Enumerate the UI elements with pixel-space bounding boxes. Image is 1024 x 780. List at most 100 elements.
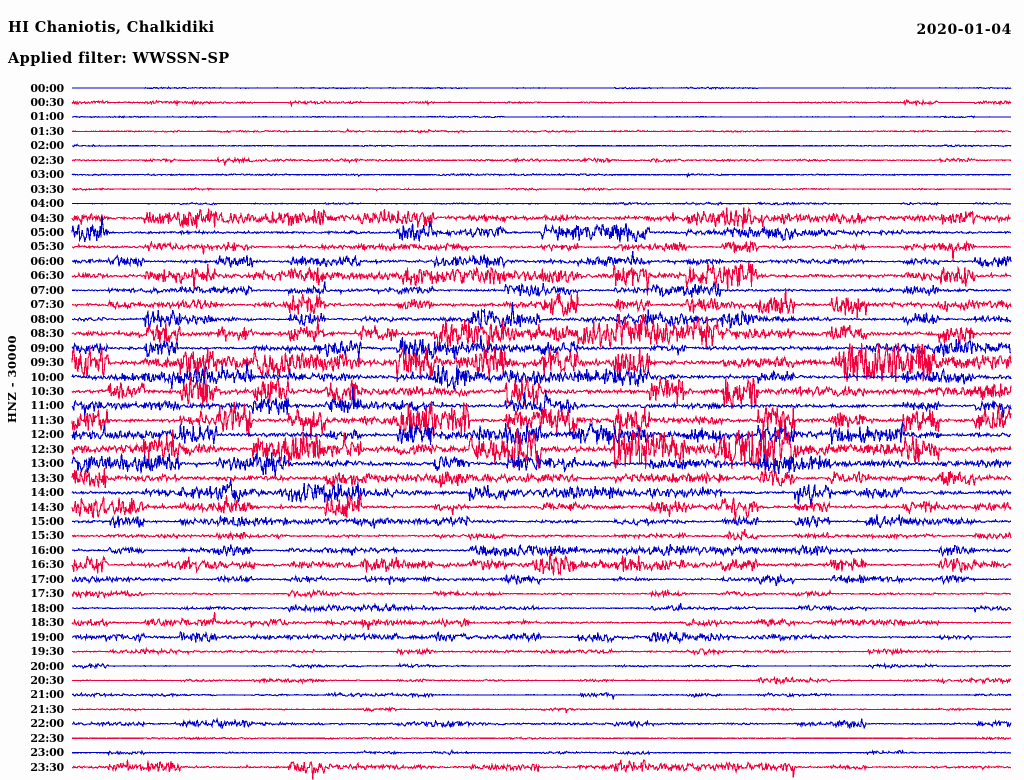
time-label: 03:00 (30, 168, 64, 182)
page-title: HI Chaniotis, Chalkidiki (8, 19, 215, 36)
seismic-trace (71, 206, 1012, 230)
time-label: 12:00 (30, 428, 64, 442)
time-label: 22:30 (30, 731, 64, 745)
time-label: 15:00 (30, 515, 64, 528)
time-label: 14:30 (30, 500, 64, 514)
time-label: 13:30 (30, 471, 64, 485)
seismic-trace (71, 630, 1012, 645)
time-label: 18:30 (30, 616, 64, 630)
seismic-trace (71, 429, 1012, 469)
seismic-trace (71, 736, 1012, 741)
applied-filter-label: Applied filter: WWSSN-SP (8, 50, 230, 67)
seismic-trace (71, 342, 1012, 383)
seismic-trace (71, 662, 1012, 670)
seismic-trace (71, 156, 1012, 166)
seismic-trace (71, 691, 1012, 700)
record-date: 2020-01-04 (916, 22, 1012, 38)
time-label: 08:00 (30, 312, 64, 326)
seismic-trace (71, 421, 1012, 446)
seismic-trace (71, 748, 1012, 756)
seismic-trace (71, 452, 1012, 477)
seismic-trace (71, 186, 1012, 192)
seismic-trace (71, 717, 1012, 730)
time-label: 20:00 (30, 659, 64, 673)
seismic-trace (71, 467, 1012, 489)
seismic-trace (71, 706, 1012, 713)
seismic-trace (71, 377, 1012, 410)
seismic-trace (71, 98, 1012, 108)
time-label: 09:30 (30, 356, 64, 370)
seismic-trace (71, 280, 1012, 298)
seismic-trace (71, 127, 1012, 134)
time-label: 21:30 (30, 702, 64, 716)
time-label: 17:30 (30, 587, 64, 601)
time-label: 17:00 (30, 572, 64, 586)
time-label: 10:30 (30, 384, 64, 398)
time-label: 20:30 (30, 673, 64, 687)
time-label: 03:30 (30, 182, 64, 196)
time-label: 07:30 (30, 298, 64, 312)
time-label: 19:00 (30, 630, 64, 644)
seismic-trace (71, 287, 1012, 318)
seismic-trace (71, 335, 1012, 366)
seismic-trace (71, 201, 1012, 207)
seismic-trace (71, 759, 1012, 780)
time-label: 01:30 (30, 124, 64, 138)
seismic-trace (71, 514, 1012, 529)
time-label: 00:00 (30, 81, 64, 95)
seismic-trace (71, 646, 1012, 656)
time-label: 13:00 (30, 457, 64, 471)
seismic-trace (71, 115, 1012, 119)
seismic-trace (71, 400, 1012, 440)
seismic-trace (71, 573, 1012, 587)
time-label: 05:30 (30, 240, 64, 254)
time-label: 02:00 (30, 139, 64, 153)
time-label: 15:30 (30, 529, 64, 543)
seismic-trace (71, 612, 1012, 631)
time-label: 18:00 (30, 601, 64, 615)
seismic-trace (71, 314, 1012, 354)
seismic-trace (71, 86, 1012, 90)
time-label: 04:00 (30, 197, 64, 211)
seismic-trace (71, 215, 1012, 243)
seismic-trace (71, 676, 1012, 685)
time-label: 08:30 (30, 327, 64, 341)
time-label: 22:00 (30, 717, 64, 731)
time-label: 14:00 (30, 486, 64, 500)
seismic-trace (71, 552, 1012, 576)
time-label: 05:00 (30, 226, 64, 239)
seismic-trace (71, 602, 1012, 614)
seismic-trace (71, 240, 1012, 262)
time-label: 02:30 (30, 153, 64, 167)
time-label: 23:00 (30, 746, 64, 760)
seismic-trace (71, 143, 1012, 148)
seismic-trace (71, 479, 1012, 509)
time-label: 04:30 (30, 211, 64, 225)
seismic-trace (71, 494, 1012, 525)
seismic-trace (71, 528, 1012, 541)
time-label: 01:00 (30, 110, 64, 124)
seismic-trace (71, 543, 1012, 558)
time-label: 23:30 (30, 760, 64, 774)
time-label: 19:30 (30, 645, 64, 659)
time-label: 11:30 (30, 413, 64, 427)
seismic-trace (71, 172, 1012, 179)
seismic-trace (71, 588, 1012, 599)
time-label: 00:30 (30, 95, 64, 109)
time-label: 06:30 (30, 269, 64, 283)
seismic-trace (71, 302, 1012, 329)
seismic-trace (71, 361, 1012, 392)
time-label: 16:30 (30, 558, 64, 572)
time-label: 12:30 (30, 442, 64, 456)
time-label: 11:00 (30, 399, 64, 413)
seismic-trace (71, 250, 1012, 269)
time-label: 16:00 (30, 543, 64, 557)
time-label: 09:00 (30, 341, 64, 355)
seismic-trace (71, 262, 1012, 296)
time-label: 21:00 (30, 688, 64, 702)
time-label: 07:00 (30, 283, 64, 297)
time-label: 06:00 (30, 254, 64, 268)
time-label: 10:00 (30, 370, 64, 384)
